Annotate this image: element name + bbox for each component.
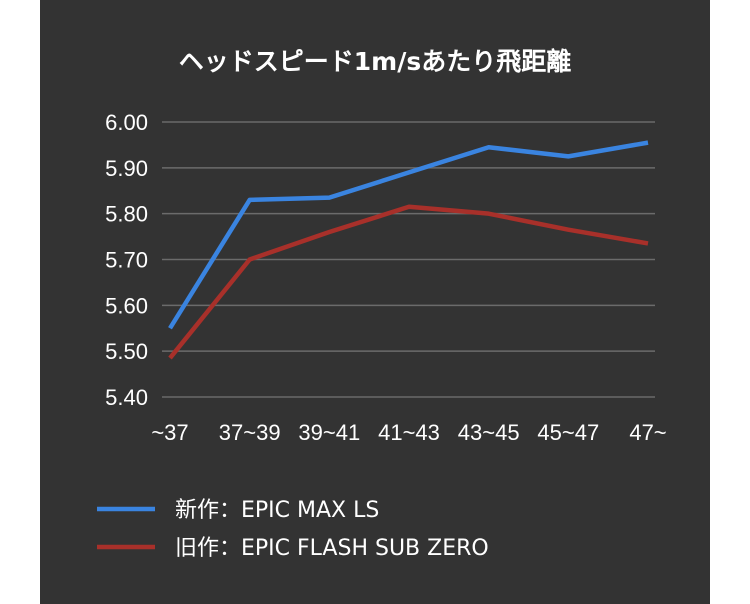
x-tick-label: 41~43 xyxy=(378,420,440,445)
series-lines xyxy=(168,140,649,360)
y-tick-label: 5.90 xyxy=(105,156,148,181)
grid-lines xyxy=(162,121,655,398)
legend: 新作：EPIC MAX LS 旧作：EPIC FLASH SUB ZERO xyxy=(97,498,489,561)
x-tick-label: 47~ xyxy=(629,420,666,445)
y-tick-label: 5.40 xyxy=(105,385,148,410)
y-tick-label: 5.60 xyxy=(105,293,148,318)
y-tick-label: 5.70 xyxy=(105,248,148,273)
chart-panel xyxy=(40,0,710,604)
x-tick-label: 45~47 xyxy=(537,420,599,445)
x-tick-label: ~37 xyxy=(151,420,188,445)
legend-label: 旧作：EPIC FLASH SUB ZERO xyxy=(175,536,489,561)
legend-label: 新作：EPIC MAX LS xyxy=(175,498,379,523)
series-line-2 xyxy=(168,204,649,360)
y-tick-label: 5.80 xyxy=(105,202,148,227)
y-tick-label: 5.50 xyxy=(105,339,148,364)
x-tick-label: 37~39 xyxy=(219,420,281,445)
series-line-1 xyxy=(168,140,649,330)
x-axis-ticks: ~37 37~39 39~41 41~43 43~45 45~47 47~ xyxy=(151,420,666,445)
x-tick-label: 43~45 xyxy=(458,420,520,445)
chart-title: ヘッドスピード1m/sあたり飛距離 xyxy=(179,47,571,76)
y-axis-ticks: 6.00 5.90 5.80 5.70 5.60 5.50 5.40 xyxy=(105,110,148,410)
x-tick-label: 39~41 xyxy=(298,420,360,445)
y-tick-label: 6.00 xyxy=(105,110,148,135)
